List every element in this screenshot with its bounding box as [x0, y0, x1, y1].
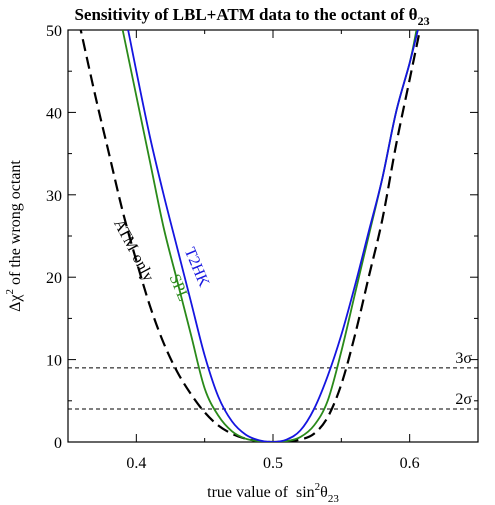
reference-line-label: 3σ: [455, 350, 472, 367]
y-axis-label-tail: of the wrong octant: [7, 160, 24, 289]
curve-label-atm-only: ATM-only: [110, 217, 157, 285]
x-axis-label-subscript: 23: [328, 493, 340, 505]
x-axis-label-theta: θ: [320, 484, 328, 501]
reference-lines: 3σ 2σ: [68, 350, 478, 410]
axis-ticks: 0.4 0.5 0.6 0 10 20 30 40 50: [46, 23, 479, 472]
x-axis-label: true value of sin2θ23: [207, 481, 339, 505]
y-tick-label: 40: [46, 105, 62, 122]
y-axis-label-superscript: 2: [4, 289, 16, 295]
x-tick-label: 0.5: [263, 455, 283, 472]
y-tick-label: 0: [54, 435, 62, 452]
y-axis-label: Δχ2 of the wrong octant: [4, 160, 24, 312]
x-axis-label-superscript: 2: [315, 481, 321, 493]
data-curves: [79, 30, 422, 442]
series-line-t2hk: [127, 30, 419, 442]
y-tick-label: 30: [46, 188, 62, 205]
x-tick-label: 0.4: [126, 455, 146, 472]
y-tick-label: 50: [46, 23, 62, 40]
y-tick-label: 10: [46, 353, 62, 370]
reference-line-label: 2σ: [455, 391, 472, 408]
chart-title: Sensitivity of LBL+ATM data to the octan…: [74, 5, 429, 28]
curve-label-spl: SPL: [166, 272, 192, 304]
x-axis-label-main: true value of sin: [207, 484, 315, 501]
chart-title-subscript: 23: [418, 14, 430, 28]
chart-title-main: Sensitivity of LBL+ATM data to the octan…: [74, 5, 417, 24]
x-tick-label: 0.6: [400, 455, 420, 472]
y-tick-label: 20: [46, 270, 62, 287]
y-axis-label-main: Δχ: [7, 294, 24, 312]
series-line-spl: [121, 30, 418, 442]
